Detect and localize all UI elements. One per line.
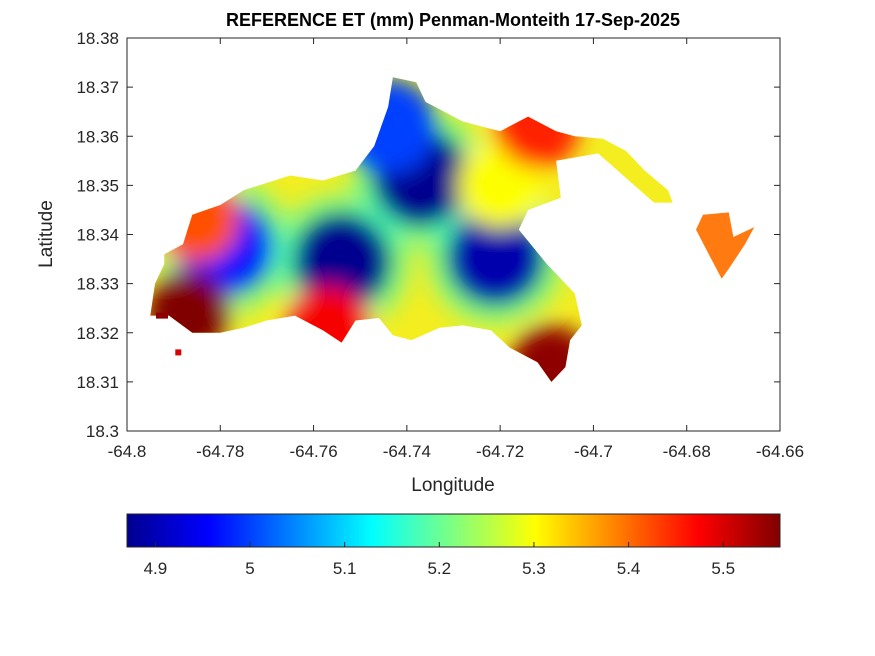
y-tick-label: 18.35	[76, 176, 119, 195]
y-tick-label: 18.32	[76, 324, 119, 343]
chart-title: REFERENCE ET (mm) Penman-Monteith 17-Sep…	[226, 10, 680, 30]
small-islets	[156, 312, 182, 356]
colorbar-tick-label: 5	[245, 559, 254, 578]
colorbar-tick-label: 5.2	[427, 559, 451, 578]
colorbar-tick-label: 5.4	[617, 559, 641, 578]
colorbar-tick-label: 5.3	[522, 559, 546, 578]
islet-1	[175, 349, 182, 356]
y-tick-label: 18.3	[86, 422, 119, 441]
y-axis-ticks: 18.3 18.31 18.32 18.33 18.34 18.35 18.36 18.37 1…	[76, 29, 780, 441]
colorbar: 4.9 5 5.1 5.2 5.3 5.4 5.5	[126, 513, 781, 578]
x-tick-label: -64.66	[756, 442, 804, 461]
colorbar-ticks: 4.9 5 5.1 5.2 5.3 5.4 5.5	[144, 542, 735, 578]
y-tick-label: 18.38	[76, 29, 119, 48]
colorbar-tick-label: 5.5	[711, 559, 735, 578]
y-tick-label: 18.33	[76, 275, 119, 294]
colorbar-tick-label: 4.9	[144, 559, 168, 578]
x-axis-ticks: -64.8 -64.78 -64.76 -64.74 -64.72 -64.7 -64.68…	[108, 38, 804, 461]
x-tick-label: -64.7	[574, 442, 613, 461]
x-tick-label: -64.68	[663, 442, 711, 461]
colorbar-gradient	[126, 513, 781, 548]
y-tick-label: 18.37	[76, 78, 119, 97]
y-axis-label: Latitude	[36, 200, 57, 268]
y-tick-label: 18.36	[76, 127, 119, 146]
y-tick-label: 18.34	[76, 226, 119, 245]
y-tick-label: 18.31	[76, 373, 119, 392]
x-tick-label: -64.76	[289, 442, 337, 461]
islet-0	[156, 312, 168, 319]
map-plot-area	[126, 37, 781, 432]
x-tick-label: -64.78	[196, 442, 244, 461]
et-blob-2	[447, 208, 544, 305]
et-value-blobs	[150, 78, 594, 382]
colorbar-tick-label: 5.1	[333, 559, 357, 578]
x-tick-label: -64.72	[476, 442, 524, 461]
et-blob-1	[293, 213, 390, 310]
x-tick-label: -64.8	[108, 442, 147, 461]
x-axis-label: Longitude	[411, 475, 494, 496]
x-tick-label: -64.74	[383, 442, 431, 461]
